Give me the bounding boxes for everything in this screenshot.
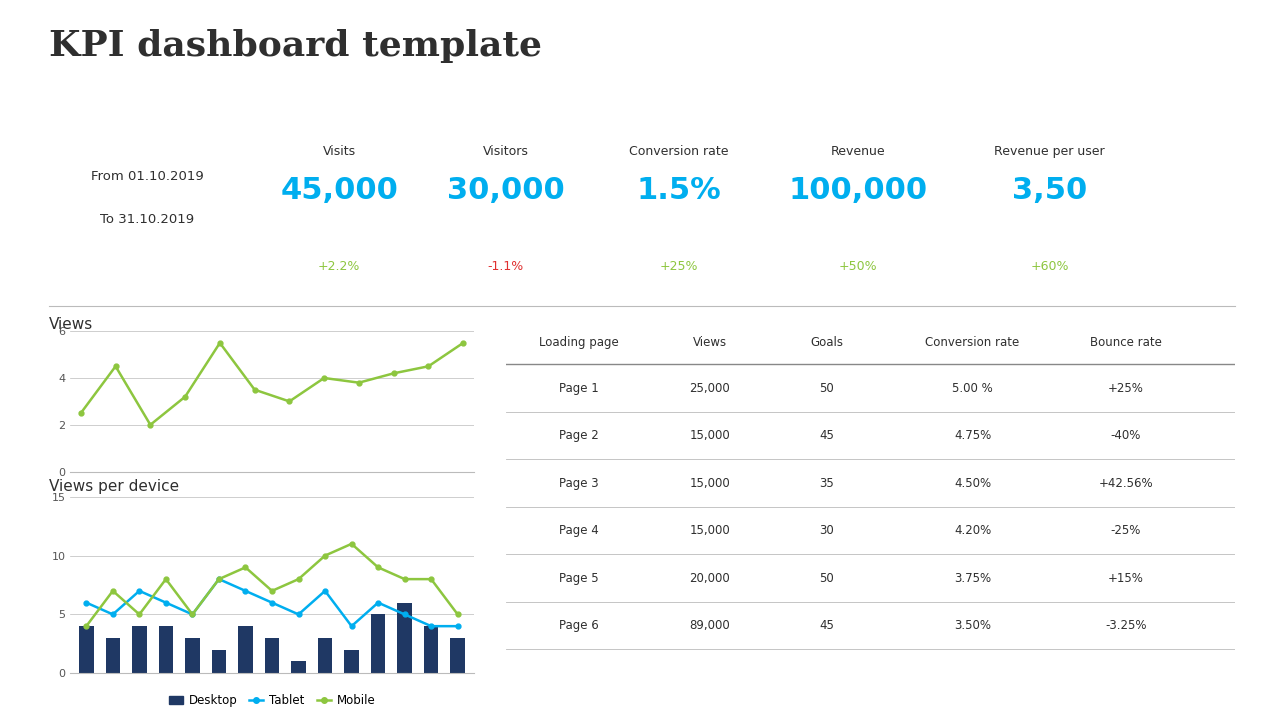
Text: KPI dashboard template: KPI dashboard template [49, 29, 541, 63]
Text: +25%: +25% [1107, 382, 1144, 395]
Text: Views: Views [692, 336, 727, 349]
Text: Revenue per user: Revenue per user [995, 145, 1105, 158]
Text: Goals: Goals [810, 336, 844, 349]
Text: Views per device: Views per device [49, 479, 179, 494]
Text: From 01.10.2019: From 01.10.2019 [91, 170, 204, 183]
Bar [265, 638, 279, 673]
Bar [371, 614, 385, 673]
Text: 25,000: 25,000 [690, 382, 731, 395]
Text: 4.75%: 4.75% [954, 429, 991, 442]
Text: Page 6: Page 6 [558, 619, 599, 632]
Text: +50%: +50% [838, 260, 877, 273]
Text: 15,000: 15,000 [690, 477, 731, 490]
Text: 45: 45 [819, 619, 835, 632]
Text: 15,000: 15,000 [690, 429, 731, 442]
Text: +60%: +60% [1030, 260, 1069, 273]
Bar [451, 638, 465, 673]
Text: 4.20%: 4.20% [954, 524, 991, 537]
Text: Page 3: Page 3 [559, 477, 598, 490]
Bar [397, 603, 412, 673]
Text: 45: 45 [819, 429, 835, 442]
Text: -25%: -25% [1111, 524, 1140, 537]
Text: +15%: +15% [1107, 572, 1144, 585]
Text: 100,000: 100,000 [788, 176, 927, 205]
Text: 1.5%: 1.5% [636, 176, 721, 205]
Text: 50: 50 [819, 382, 835, 395]
Text: 45,000: 45,000 [280, 176, 398, 205]
Text: -3.25%: -3.25% [1105, 619, 1147, 632]
Text: Visitors: Visitors [483, 145, 529, 158]
Bar [292, 662, 306, 673]
Bar [79, 626, 93, 673]
Text: 5.00 %: 5.00 % [952, 382, 993, 395]
Bar [211, 649, 227, 673]
Text: 15,000: 15,000 [690, 524, 731, 537]
Text: Page 2: Page 2 [558, 429, 599, 442]
Bar [238, 626, 252, 673]
Text: -40%: -40% [1111, 429, 1140, 442]
Text: -1.1%: -1.1% [488, 260, 524, 273]
Text: Views: Views [49, 317, 93, 332]
Text: 3,50: 3,50 [1012, 176, 1087, 205]
Text: Conversion rate: Conversion rate [628, 145, 728, 158]
Bar [424, 626, 439, 673]
Text: To 31.10.2019: To 31.10.2019 [100, 213, 195, 226]
Text: 3.50%: 3.50% [954, 619, 991, 632]
Bar [317, 638, 333, 673]
Bar [344, 649, 358, 673]
Text: +42.56%: +42.56% [1098, 477, 1153, 490]
Legend: Desktop, Tablet, Mobile: Desktop, Tablet, Mobile [164, 690, 380, 712]
Text: +25%: +25% [659, 260, 698, 273]
Bar [186, 638, 200, 673]
Text: 35: 35 [819, 477, 835, 490]
Text: Page 4: Page 4 [558, 524, 599, 537]
Text: Page 5: Page 5 [559, 572, 598, 585]
Bar [159, 626, 173, 673]
Text: 30,000: 30,000 [447, 176, 564, 205]
Text: Revenue: Revenue [831, 145, 884, 158]
Text: Loading page: Loading page [539, 336, 618, 349]
Text: Bounce rate: Bounce rate [1089, 336, 1162, 349]
Bar [132, 626, 147, 673]
Text: Visits: Visits [323, 145, 356, 158]
Bar [105, 638, 120, 673]
Text: 20,000: 20,000 [690, 572, 731, 585]
Text: 89,000: 89,000 [690, 619, 731, 632]
Text: Page 1: Page 1 [558, 382, 599, 395]
Text: 4.50%: 4.50% [954, 477, 991, 490]
Text: 3.75%: 3.75% [954, 572, 991, 585]
Text: 30: 30 [819, 524, 835, 537]
Text: Conversion rate: Conversion rate [925, 336, 1020, 349]
Text: 50: 50 [819, 572, 835, 585]
Text: +2.2%: +2.2% [317, 260, 361, 273]
